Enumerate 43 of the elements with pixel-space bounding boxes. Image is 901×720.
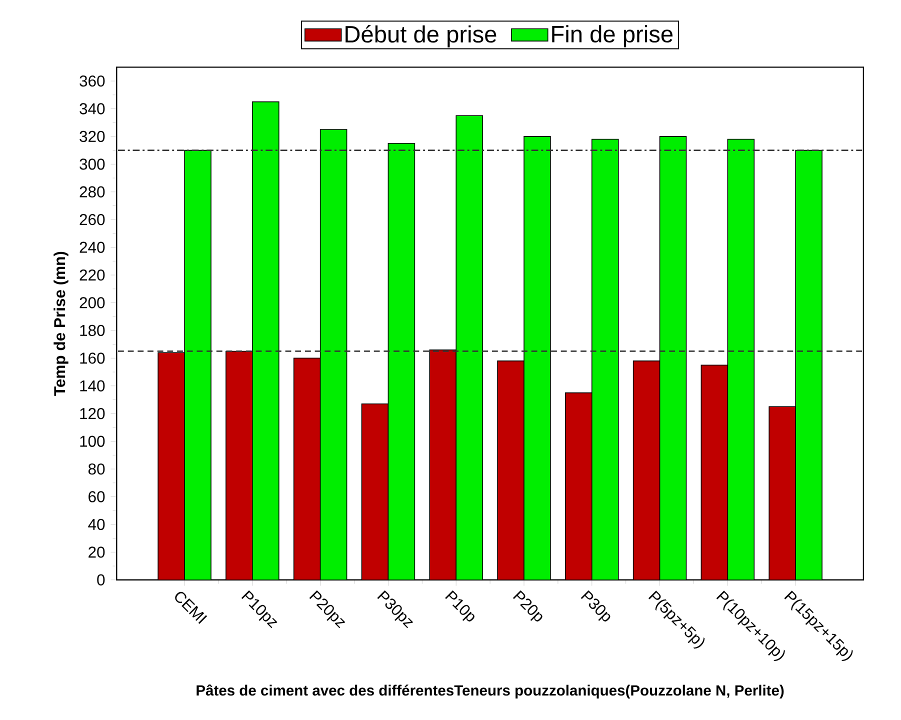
y-axis-title: Temp de Prise (mn) [54, 252, 68, 396]
y-tick-label: 40 [88, 518, 105, 530]
y-tick-label: 160 [80, 352, 105, 364]
y-tick-label: 340 [80, 103, 105, 114]
legend-label: Début de prise [346, 24, 496, 48]
y-tick-label: 80 [88, 463, 105, 475]
y-tick-label: 260 [80, 214, 105, 226]
bar [320, 129, 347, 580]
bar [252, 102, 279, 580]
bar [728, 139, 754, 580]
bar [633, 360, 660, 580]
bar [158, 352, 185, 580]
y-tick-label: 60 [88, 491, 105, 502]
bar [456, 116, 483, 580]
y-tick-label: 240 [80, 242, 105, 253]
bar [294, 358, 320, 580]
y-tick-label: 100 [80, 436, 105, 447]
legend-label: Fin de prise [552, 25, 673, 48]
bar [362, 404, 388, 580]
bar [498, 360, 524, 580]
bar [524, 136, 550, 580]
y-tick-label: 280 [80, 186, 105, 198]
bar [701, 365, 728, 580]
y-tick-label: 360 [80, 75, 105, 87]
y-tick-label: 220 [80, 269, 105, 281]
y-tick-label: 140 [80, 380, 105, 392]
y-tick-label: 200 [80, 297, 105, 308]
bar [565, 392, 592, 580]
bar [660, 136, 686, 580]
y-tick-label: 320 [80, 130, 105, 142]
bar [184, 150, 212, 580]
bar [430, 350, 456, 580]
y-tick-label: 0 [97, 574, 105, 586]
y-tick-label: 300 [80, 158, 105, 170]
bar [388, 143, 415, 580]
x-axis-title: Pâtes de ciment avec des différentesTeneurs pouzzolaniques(Pouzzolane N, Perlite) [196, 684, 784, 698]
y-tick-label: 120 [80, 408, 105, 420]
bar [768, 406, 796, 580]
bar [592, 139, 618, 580]
y-tick-label: 20 [88, 546, 105, 558]
bar [226, 351, 252, 580]
y-tick-label: 180 [80, 324, 105, 336]
bar [795, 150, 822, 580]
